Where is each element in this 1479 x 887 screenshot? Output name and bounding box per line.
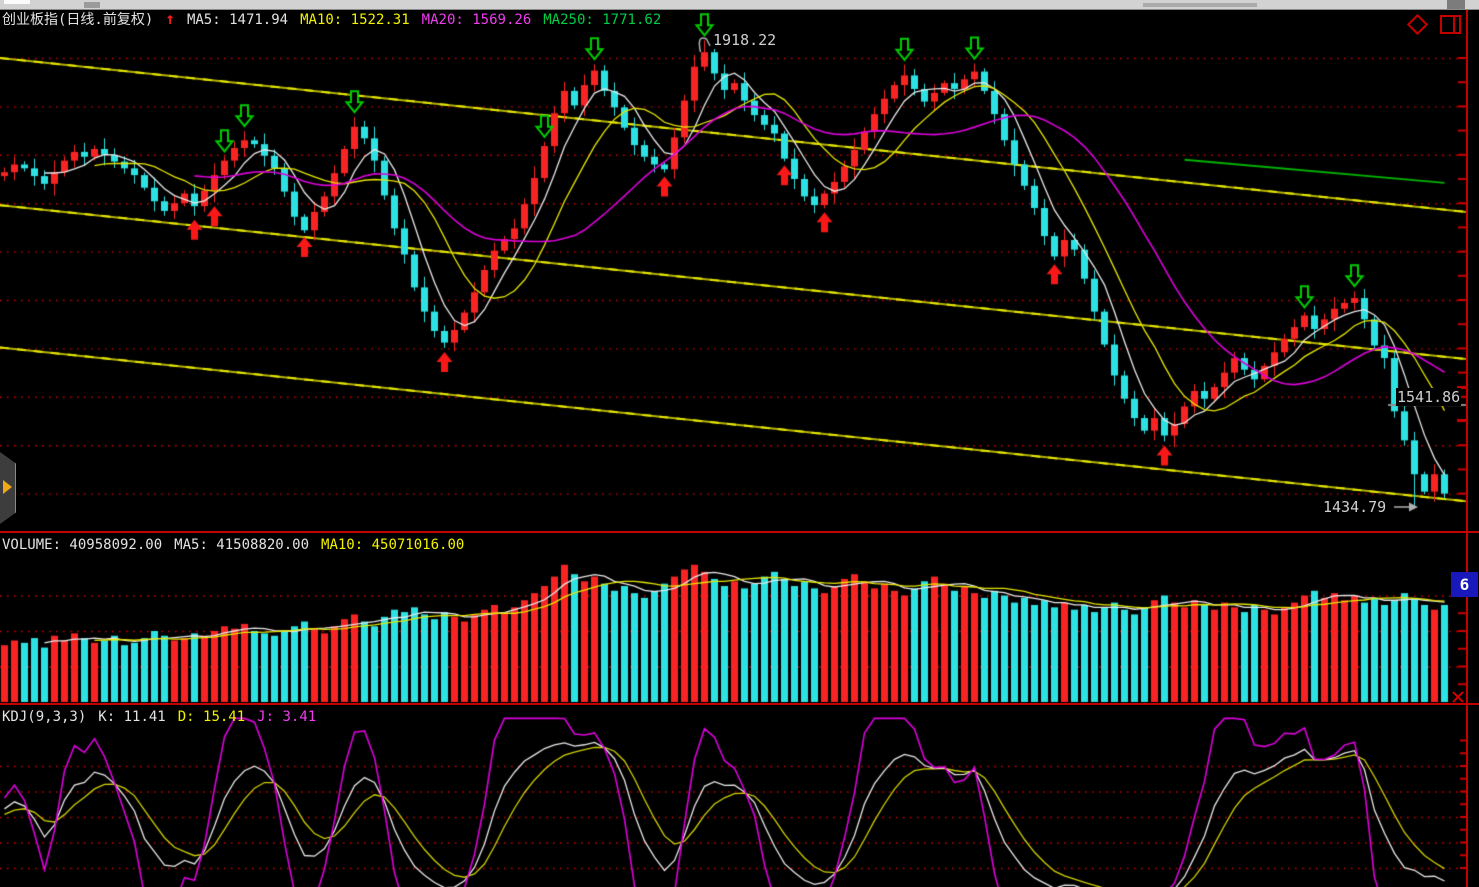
- kdj-k-value: K: 11.41: [98, 709, 166, 725]
- sidebar-expander-tab[interactable]: [0, 452, 16, 524]
- ma10-value: MA10: 1522.31: [300, 12, 410, 28]
- ma250-value: MA250: 1771.62: [543, 12, 662, 28]
- expand-arrow-icon: [3, 480, 12, 494]
- low-price-annotation: 1434.79: [1322, 498, 1388, 516]
- window-pane-icon[interactable]: [1440, 15, 1461, 34]
- panel-separator[interactable]: [0, 531, 1479, 533]
- volume-panel-header: VOLUME: 40958092.00 MA5: 41508820.00 MA1…: [2, 536, 464, 554]
- main-chart-header: 创业板指(日线.前复权) ↑ MA5: 1471.94 MA10: 1522.3…: [2, 11, 661, 29]
- panel-separator[interactable]: [0, 703, 1479, 705]
- close-icon[interactable]: [1450, 689, 1466, 705]
- volume-scale-badge: 6: [1451, 572, 1478, 597]
- peak-price-annotation: 1918.22: [712, 31, 778, 49]
- kdj-panel-header: KDJ(9,3,3) K: 11.41 D: 15.41 J: 3.41: [2, 708, 316, 726]
- volume-ma5-value: MA5: 41508820.00: [174, 537, 310, 553]
- ma5-value: MA5: 1471.94: [186, 12, 289, 28]
- volume-value: VOLUME: 40958092.00: [2, 537, 163, 553]
- kdj-d-value: D: 15.41: [177, 709, 246, 725]
- kdj-j-value: J: 3.41: [257, 709, 317, 725]
- ma20-value: MA20: 1569.26: [421, 12, 532, 28]
- right-axis-border[interactable]: [1466, 10, 1468, 887]
- volume-ma10-value: MA10: 45071016.00: [321, 537, 465, 553]
- symbol-period-label: 创业板指(日线.前复权): [2, 12, 154, 28]
- price-line-annotation: 1541.86: [1396, 388, 1462, 406]
- up-arrow-icon: ↑: [165, 9, 175, 28]
- kdj-name-label: KDJ(9,3,3): [2, 709, 87, 725]
